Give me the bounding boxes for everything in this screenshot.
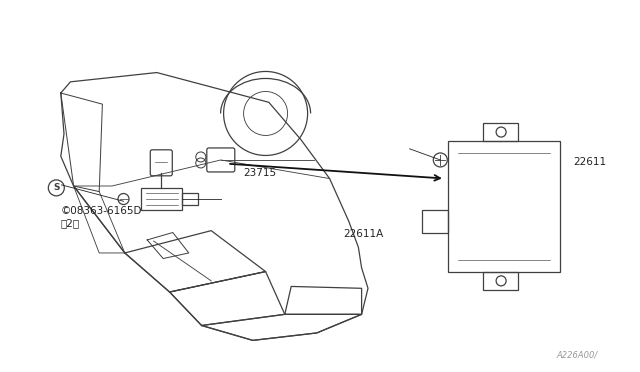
Text: S: S [53,183,60,192]
Text: A226A00/: A226A00/ [557,351,598,360]
Text: 23715: 23715 [243,168,276,178]
Text: ©08363-6165D
（2）: ©08363-6165D （2） [61,206,142,228]
Text: 22611: 22611 [573,157,606,167]
Text: 22611A: 22611A [344,230,384,239]
